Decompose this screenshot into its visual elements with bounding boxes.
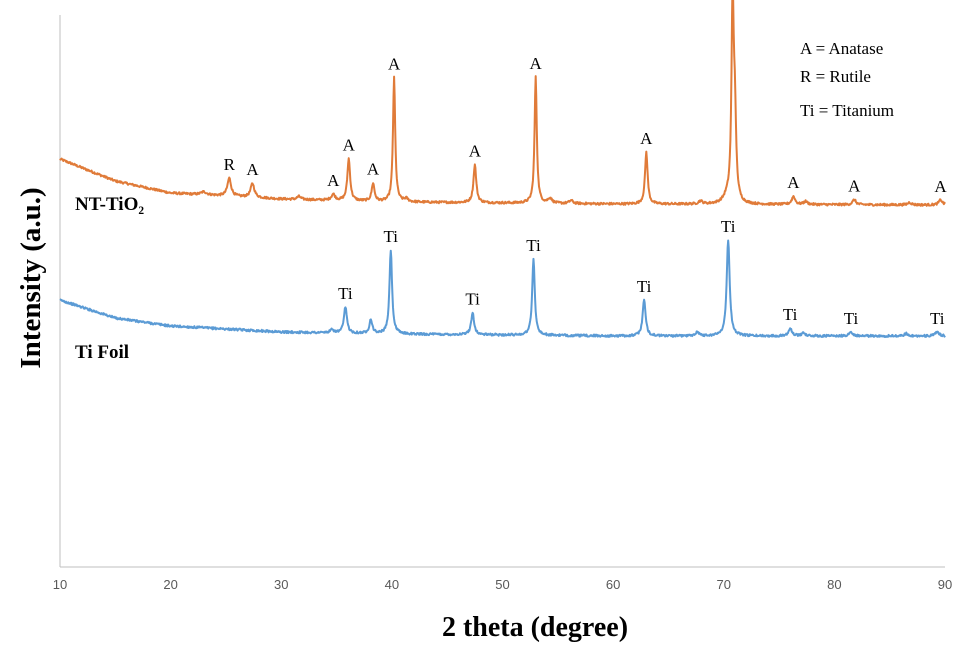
axes: 10 20 30 40 50 60 70 80 90: [53, 15, 952, 592]
series-label-nt-tio2: NT-TiO₂: [75, 194, 144, 215]
series-line-nt-tio: [59, 0, 946, 207]
peak-label-ti: Ti: [721, 217, 736, 236]
x-tick-label: 90: [938, 577, 952, 592]
peak-labels: RAAAAAAAAAAAATiTiTiTiTiTiTiTiTi: [224, 54, 948, 328]
peak-label-ti: Ti: [844, 309, 859, 328]
peak-label-a: A: [934, 177, 947, 196]
x-tick-label: 40: [385, 577, 399, 592]
series-line-ti-foil: [59, 239, 946, 338]
x-tick-label: 20: [163, 577, 177, 592]
legend-entry-rutile: R = Rutile: [800, 67, 871, 86]
peak-label-ti: Ti: [783, 305, 798, 324]
peak-label-a: A: [327, 171, 340, 190]
legend-entry-titanium: Ti = Titanium: [800, 101, 894, 120]
x-tick-label: 10: [53, 577, 67, 592]
peak-label-ti: Ti: [930, 309, 945, 328]
peak-label-a: A: [469, 142, 482, 161]
peak-label-a: A: [367, 160, 380, 179]
x-tick-label: 60: [606, 577, 620, 592]
peak-label-a: A: [640, 129, 653, 148]
peak-label-a: A: [530, 54, 543, 73]
y-axis-title: Intensity (a.u.): [15, 187, 47, 368]
peak-label-r: R: [224, 155, 236, 174]
x-tick-label: 70: [717, 577, 731, 592]
x-axis-title: 2 theta (degree): [442, 612, 628, 643]
series-label-ti-foil: Ti Foil: [75, 342, 129, 363]
x-tick-label: 30: [274, 577, 288, 592]
series-labels: NT-TiO₂ Ti Foil: [75, 194, 144, 363]
x-tick-label: 50: [495, 577, 509, 592]
peak-label-a: A: [343, 135, 356, 154]
legend-entry-anatase: A = Anatase: [800, 39, 883, 58]
peak-label-ti: Ti: [465, 290, 480, 309]
peak-label-ti: Ti: [338, 284, 353, 303]
peak-label-a: A: [848, 177, 861, 196]
peak-label-ti: Ti: [384, 227, 399, 246]
peak-label-ti: Ti: [526, 236, 541, 255]
legend: A = Anatase R = Rutile Ti = Titanium: [800, 39, 894, 120]
peak-label-a: A: [787, 173, 800, 192]
peak-label-a: A: [388, 55, 401, 74]
series-layer: [59, 0, 946, 338]
peak-label-a: A: [246, 160, 259, 179]
peak-label-ti: Ti: [637, 277, 652, 296]
x-tick-label: 80: [827, 577, 841, 592]
